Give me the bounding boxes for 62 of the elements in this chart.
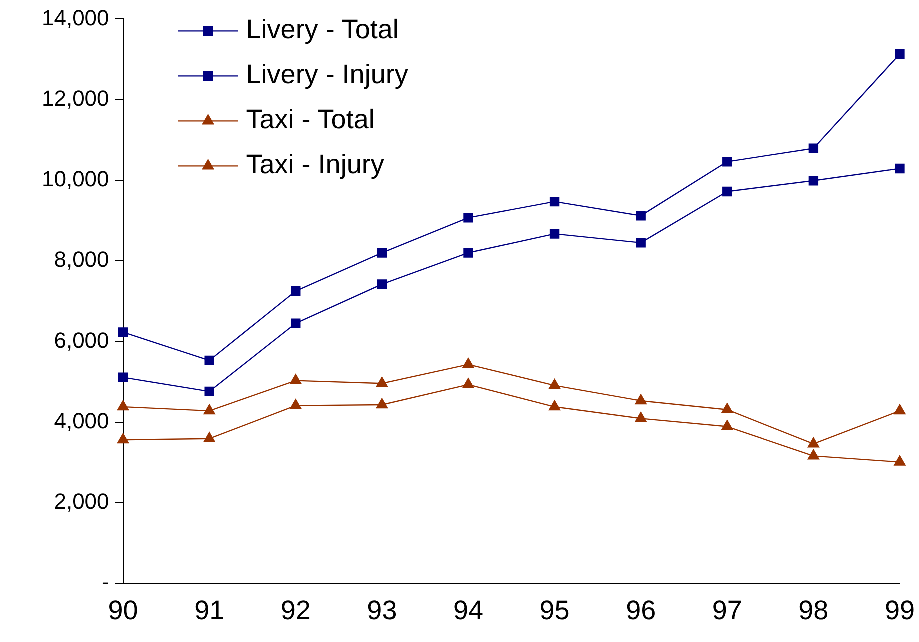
y-tick-label: 8,000 xyxy=(54,247,110,272)
legend-label: Livery - Injury xyxy=(246,60,409,90)
point xyxy=(462,378,474,388)
y-tick-label: 2,000 xyxy=(54,489,110,514)
point xyxy=(808,438,820,448)
point xyxy=(550,229,560,239)
x-tick-label: 90 xyxy=(108,595,138,626)
y-tick-label: 6,000 xyxy=(54,328,110,353)
point xyxy=(636,238,646,248)
x-tick-label: 98 xyxy=(798,595,829,626)
point xyxy=(204,404,216,415)
point xyxy=(895,164,905,174)
point xyxy=(548,400,561,411)
point xyxy=(635,412,647,422)
point xyxy=(722,420,734,430)
point xyxy=(722,157,732,167)
legend-label: Livery - Total xyxy=(246,14,399,45)
point xyxy=(117,400,130,411)
point xyxy=(894,404,906,415)
point xyxy=(808,144,819,154)
point xyxy=(204,432,216,442)
point xyxy=(291,318,301,328)
x-tick-label: 95 xyxy=(540,595,570,626)
legend-label: Taxi - Total xyxy=(246,104,375,135)
point xyxy=(290,399,302,410)
point xyxy=(808,176,819,186)
point xyxy=(377,280,388,290)
point xyxy=(376,377,388,388)
point xyxy=(290,374,302,384)
point xyxy=(894,456,906,466)
point xyxy=(118,372,128,382)
y-tick-label: 4,000 xyxy=(54,408,110,434)
point xyxy=(550,196,560,207)
point xyxy=(291,286,301,296)
y-tick-label: 10,000 xyxy=(42,166,110,192)
legend-label: Taxi - Injury xyxy=(246,150,385,180)
x-tick-label: 97 xyxy=(712,595,742,626)
x-tick-label: 96 xyxy=(626,595,656,626)
x-tick-label: 93 xyxy=(367,595,398,626)
point xyxy=(895,49,905,60)
point xyxy=(808,450,820,460)
x-tick-label: 91 xyxy=(194,595,225,626)
point xyxy=(636,211,646,221)
x-tick-label: 92 xyxy=(280,595,311,626)
point xyxy=(377,248,388,258)
y-tick-label: - xyxy=(102,570,110,595)
point xyxy=(635,394,647,405)
point xyxy=(722,186,732,197)
x-tick-label: 94 xyxy=(453,595,484,626)
x-tick-label: 99 xyxy=(884,595,916,626)
point xyxy=(204,356,214,366)
point xyxy=(464,248,474,258)
point xyxy=(376,398,388,409)
point xyxy=(117,433,130,444)
y-tick-label: 12,000 xyxy=(42,86,110,111)
point xyxy=(462,358,474,368)
y-tick-label: 14,000 xyxy=(42,5,110,30)
point xyxy=(722,403,734,414)
point xyxy=(464,213,474,223)
point xyxy=(204,386,214,397)
point xyxy=(548,379,561,390)
point xyxy=(118,328,128,338)
